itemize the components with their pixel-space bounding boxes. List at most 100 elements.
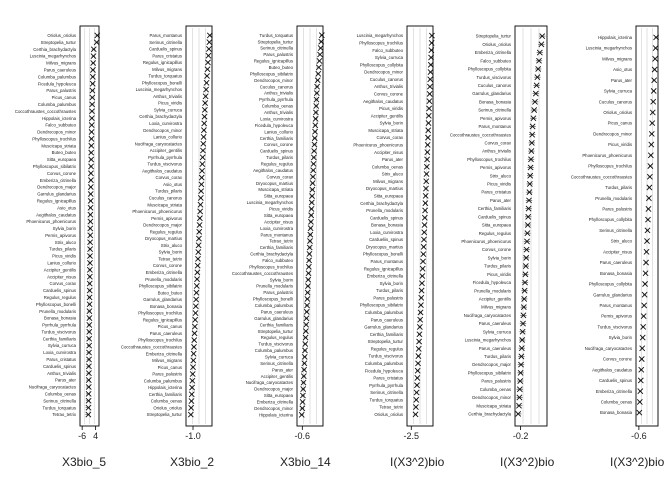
estimate-marker — [422, 200, 429, 207]
species-label: Bonasa_bonasia — [600, 271, 633, 276]
species-label: Garrulus_glandarius — [472, 91, 511, 96]
estimate-marker — [192, 303, 199, 310]
estimate-marker — [196, 222, 203, 228]
species-label: Phylloscopus_trochilus — [32, 136, 76, 141]
estimate-marker — [318, 32, 325, 39]
species-label: Nucifraga_caryocatactes — [585, 346, 632, 351]
species-label: Luscinia_megarhynchos — [357, 33, 403, 38]
estimate-marker — [648, 130, 655, 137]
estimate-marker — [308, 205, 315, 212]
species-label: Sylvia_curruca — [375, 55, 404, 60]
estimate-marker — [640, 313, 647, 320]
species-label: Picus_canus — [52, 95, 76, 100]
species-label: Accipiter_nisus — [47, 274, 76, 279]
estimate-marker — [86, 322, 93, 328]
panel-frame — [406, 25, 434, 427]
species-label: Streptopelia_turtur — [476, 34, 512, 39]
estimate-marker — [518, 345, 525, 352]
species-label: Strix_aluco — [490, 173, 512, 178]
estimate-marker — [536, 57, 542, 64]
species-label: Hippolais_icterina — [598, 35, 633, 40]
estimate-marker — [420, 251, 427, 258]
estimate-marker — [191, 330, 198, 337]
estimate-marker — [85, 390, 92, 397]
estimate-marker — [522, 279, 528, 286]
estimate-marker — [303, 308, 310, 315]
species-label: Parus_ater — [272, 367, 294, 372]
species-label: Asio_otus — [57, 205, 76, 210]
estimate-marker — [85, 411, 92, 418]
estimate-marker — [420, 243, 427, 250]
species-label: Dendrocopos_minor — [37, 130, 76, 135]
species-label: Sitta_europaea — [47, 157, 77, 162]
estimate-marker — [303, 321, 310, 328]
species-label: Turdus_viscivorus — [148, 162, 182, 167]
species-label: Emberiza_citrinella — [146, 351, 183, 356]
estimate-marker — [644, 227, 651, 234]
estimate-marker — [526, 189, 533, 196]
species-label: Parus_cristatus — [46, 357, 76, 362]
estimate-marker — [525, 213, 532, 220]
species-label: Pyrrhula_pyrrhula — [148, 155, 183, 160]
species-label: Phylloscopus_collybita — [589, 217, 633, 222]
species-label: Serinus_citrinella — [599, 228, 632, 233]
estimate-marker — [646, 184, 653, 191]
estimate-marker — [87, 218, 94, 225]
species-label: Phoenicurus_phoenicurus — [26, 219, 76, 224]
species-label: Parus_ater — [611, 78, 633, 83]
x-tick-label: -0.6 — [295, 431, 311, 441]
estimate-marker — [532, 90, 539, 97]
estimate-marker — [306, 257, 313, 264]
estimate-marker — [423, 185, 429, 192]
species-label: Streptopelia_turtur — [368, 339, 404, 344]
species-label: Emberiza_citrinella — [596, 389, 633, 394]
estimate-marker — [523, 246, 530, 253]
estimate-marker — [521, 295, 528, 302]
estimate-marker — [190, 350, 197, 357]
species-label: Falco_subbuteo — [372, 48, 403, 53]
species-label: Phylloscopus_trochilus — [467, 157, 511, 162]
species-label: Sylvia_curruca — [154, 107, 183, 112]
estimate-marker — [198, 174, 205, 181]
estimate-marker — [643, 259, 649, 266]
estimate-marker — [637, 388, 644, 395]
estimate-marker — [305, 276, 312, 283]
species-label: Dendrocopos_minor — [472, 395, 511, 400]
estimate-marker — [88, 129, 95, 135]
estimate-marker — [87, 191, 94, 197]
estimate-marker — [202, 93, 209, 100]
panel-5: Streptopelia_turtur Oriolus_oriolus Emberi… — [450, 25, 555, 469]
species-label: Sitta_europaea — [482, 223, 512, 228]
estimate-marker — [426, 90, 433, 97]
species-label: Lanius_collurio — [153, 135, 182, 140]
estimate-marker — [419, 273, 426, 279]
estimate-marker — [197, 201, 204, 208]
species-label: Accipiter_nisus — [264, 219, 293, 224]
species-label: Phylloscopus_bonelli — [253, 297, 293, 302]
species-label: Anthus_trivialis — [264, 91, 293, 96]
species-label: Turdus_torquatus — [259, 33, 293, 38]
estimate-marker — [532, 98, 538, 105]
estimate-marker — [307, 225, 314, 232]
estimate-marker — [88, 122, 95, 128]
species-label: Corvus_corax — [484, 140, 511, 145]
estimate-marker — [313, 90, 320, 97]
estimate-marker — [191, 323, 198, 330]
estimate-marker — [190, 357, 197, 364]
species-label: Milvus_migrans — [152, 358, 182, 363]
estimate-marker — [193, 283, 200, 289]
species-label: Phylloscopus_collybita — [360, 62, 404, 67]
species-label: Hippolais_icterina — [148, 385, 183, 390]
estimate-marker — [314, 77, 321, 84]
species-label: Coccothraustes_coccothraustes — [15, 109, 76, 114]
species-label: Parus_palustris — [602, 207, 632, 212]
x-axis-title: X3bio_2 — [170, 455, 214, 469]
estimate-marker — [642, 270, 649, 277]
estimate-marker — [86, 273, 93, 280]
species-label: Bonasa_bonasia — [479, 99, 512, 104]
estimate-marker — [200, 134, 207, 140]
estimate-marker — [415, 360, 421, 367]
estimate-marker — [199, 161, 206, 167]
species-label: Pyrrhula_pyrrhula — [259, 97, 294, 102]
estimate-marker — [316, 58, 323, 64]
